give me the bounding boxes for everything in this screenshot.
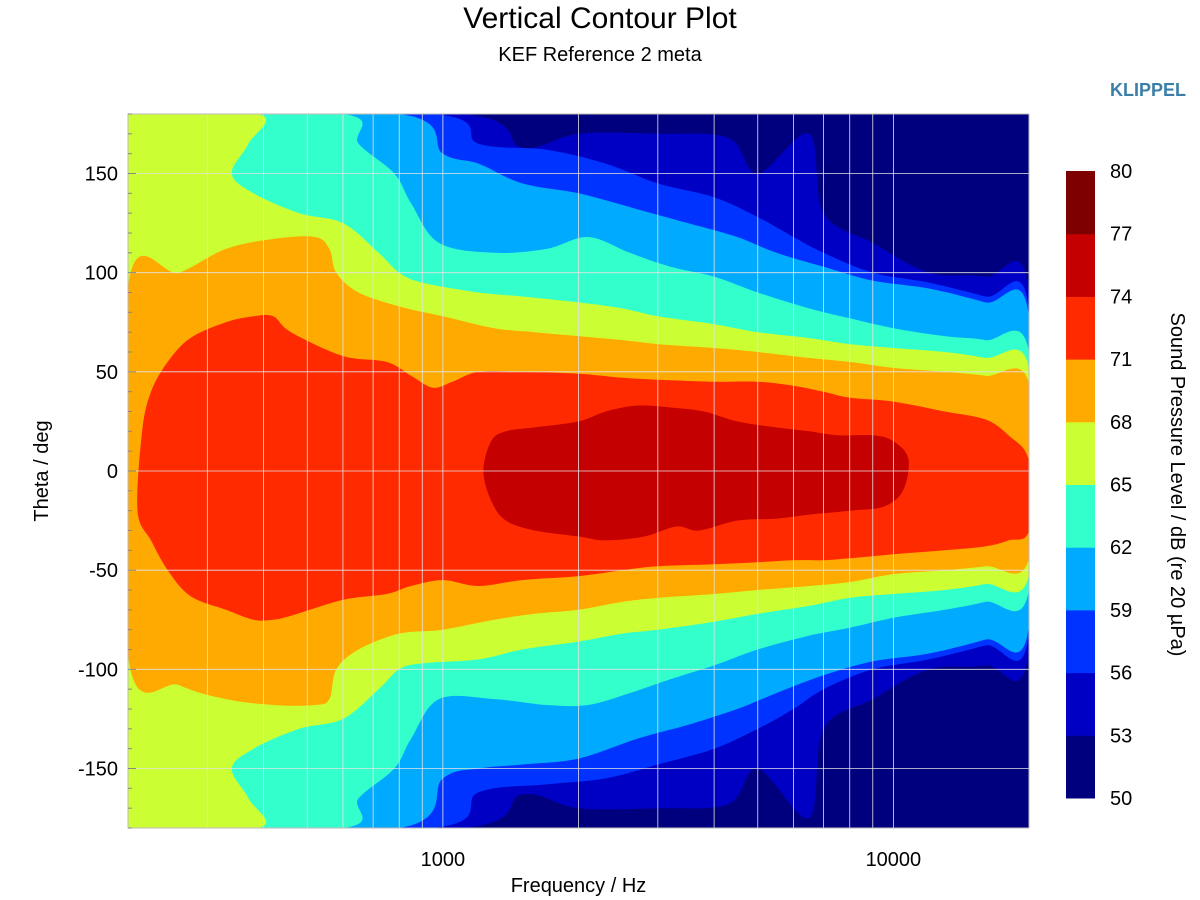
colorbar-band (1066, 359, 1095, 423)
colorbar-tick-label: 59 (1110, 600, 1132, 622)
y-tick-label: -150 (78, 759, 118, 781)
colorbar-band (1066, 484, 1095, 548)
y-tick-label: 50 (96, 362, 118, 384)
colorbar-tick-label: 71 (1110, 349, 1132, 371)
brand-logo-text: KLIPPEL (1109, 80, 1186, 100)
x-tick-label: 10000 (866, 849, 922, 871)
colorbar-band (1066, 672, 1095, 736)
y-tick-label: 100 (85, 263, 118, 285)
band-74-77 (483, 405, 909, 541)
chart-title: Vertical Contour Plot (463, 2, 737, 35)
colorbar-band (1066, 735, 1095, 799)
colorbar-band (1066, 547, 1095, 611)
colorbar-tick-label: 50 (1110, 788, 1132, 810)
colorbar-tick-label: 62 (1110, 537, 1132, 559)
colorbar-tick-label: 56 (1110, 663, 1132, 685)
y-axis-label: Theta / deg (31, 420, 53, 521)
colorbar-band (1066, 171, 1095, 235)
colorbar-label: Sound Pressure Level / dB (re 20 µPa) (1166, 313, 1188, 657)
y-tick-label: 0 (107, 461, 118, 483)
colorbar-tick-label: 65 (1110, 475, 1132, 497)
y-tick-label: -50 (89, 560, 118, 582)
axes: 150 100 50 0 -50 -100 -150 1000 10000 Frequency /… (31, 113, 922, 897)
colorbar-tick-label: 68 (1110, 412, 1132, 434)
colorbar-tick-label: 77 (1110, 224, 1132, 246)
colorbar-band (1066, 421, 1095, 485)
colorbar-band (1066, 233, 1095, 297)
y-tick-label: 150 (85, 164, 118, 186)
colorbar-band (1066, 296, 1095, 360)
chart-subtitle: KEF Reference 2 meta (498, 44, 702, 66)
x-axis-label: Frequency / Hz (511, 875, 647, 897)
y-tick-label: -100 (78, 659, 118, 681)
colorbar-tick-label: 80 (1110, 161, 1132, 183)
x-tick-label: 1000 (421, 849, 466, 871)
colorbar-band (1066, 609, 1095, 674)
colorbar-tick-label: 53 (1110, 725, 1132, 747)
colorbar: 80 77 74 71 68 65 62 59 56 53 50 Sound Pressure Lev… (1066, 161, 1188, 810)
colorbar-tick-label: 74 (1110, 286, 1132, 308)
